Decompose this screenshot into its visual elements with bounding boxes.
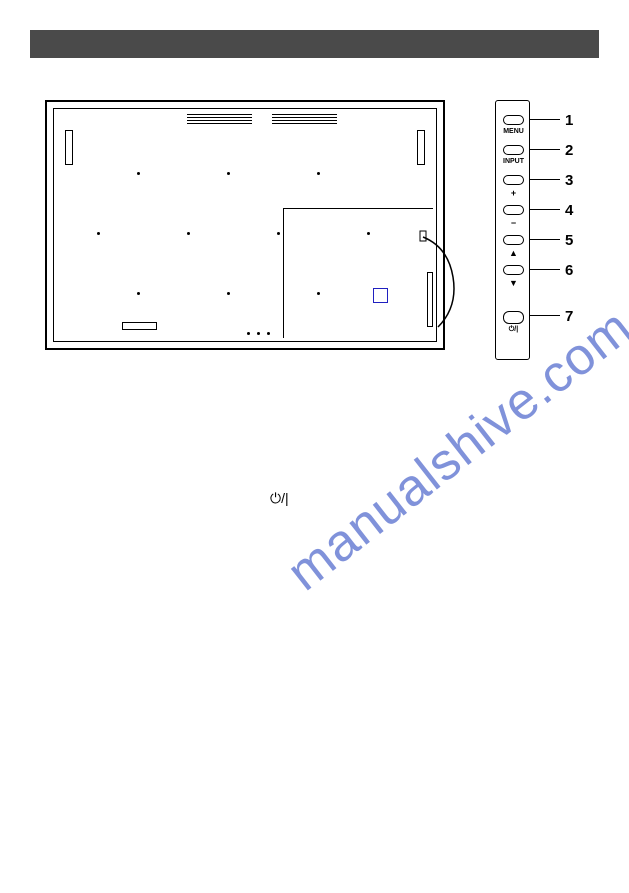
callout-number: 4: [565, 202, 573, 219]
circuit-board-area: [283, 208, 433, 338]
header-bar: [30, 30, 599, 58]
power-symbol: ⏻/|: [270, 490, 289, 507]
panel-button-label: MENU: [496, 128, 531, 135]
mounting-dot: [257, 332, 260, 335]
mounting-dot: [137, 172, 140, 175]
speaker-grille-right: [272, 114, 337, 124]
callout-line: [530, 239, 560, 240]
mounting-dot: [227, 292, 230, 295]
callout-number: 1: [565, 112, 573, 129]
mounting-dot: [137, 292, 140, 295]
mounting-dot: [97, 232, 100, 235]
callout-line: [530, 209, 560, 210]
panel-button-4: [503, 205, 524, 215]
speaker-grille-left: [187, 114, 252, 124]
mounting-dot: [267, 332, 270, 335]
panel-button-label: ▲: [496, 248, 531, 258]
callout-line: [530, 179, 560, 180]
mounting-dot: [247, 332, 250, 335]
product-diagram: MENU INPUT + − ▲ ▼ ⏻/| 1 2 3 4 5 6 7: [45, 100, 585, 360]
panel-button-3: [503, 175, 524, 185]
connector-icon: [373, 288, 388, 303]
panel-button-label: ▼: [496, 278, 531, 288]
panel-button-label: INPUT: [496, 158, 531, 165]
panel-button-label: +: [496, 188, 531, 198]
panel-button-6: [503, 265, 524, 275]
monitor-back-outline: [45, 100, 445, 350]
panel-button-2: [503, 145, 524, 155]
callout-number: 3: [565, 172, 573, 189]
panel-button-label: −: [496, 218, 531, 228]
mounting-dot: [187, 232, 190, 235]
callout-number: 5: [565, 232, 573, 249]
mount-bracket: [417, 130, 425, 165]
panel-button-1: [503, 115, 524, 125]
button-panel: MENU INPUT + − ▲ ▼ ⏻/|: [495, 100, 530, 360]
callout-line: [530, 315, 560, 316]
mounting-dot: [317, 172, 320, 175]
panel-button-5: [503, 235, 524, 245]
callout-line: [530, 119, 560, 120]
callout-line: [530, 269, 560, 270]
callout-number: 6: [565, 262, 573, 279]
mount-bracket: [65, 130, 73, 165]
panel-button-7: [503, 311, 524, 324]
callout-number: 7: [565, 308, 573, 325]
mounting-dot: [227, 172, 230, 175]
callout-number: 2: [565, 142, 573, 159]
panel-button-label: ⏻/|: [496, 326, 531, 334]
cable-icon: [418, 227, 468, 337]
mounting-dot: [277, 232, 280, 235]
callout-line: [530, 149, 560, 150]
mount-bracket: [122, 322, 157, 330]
